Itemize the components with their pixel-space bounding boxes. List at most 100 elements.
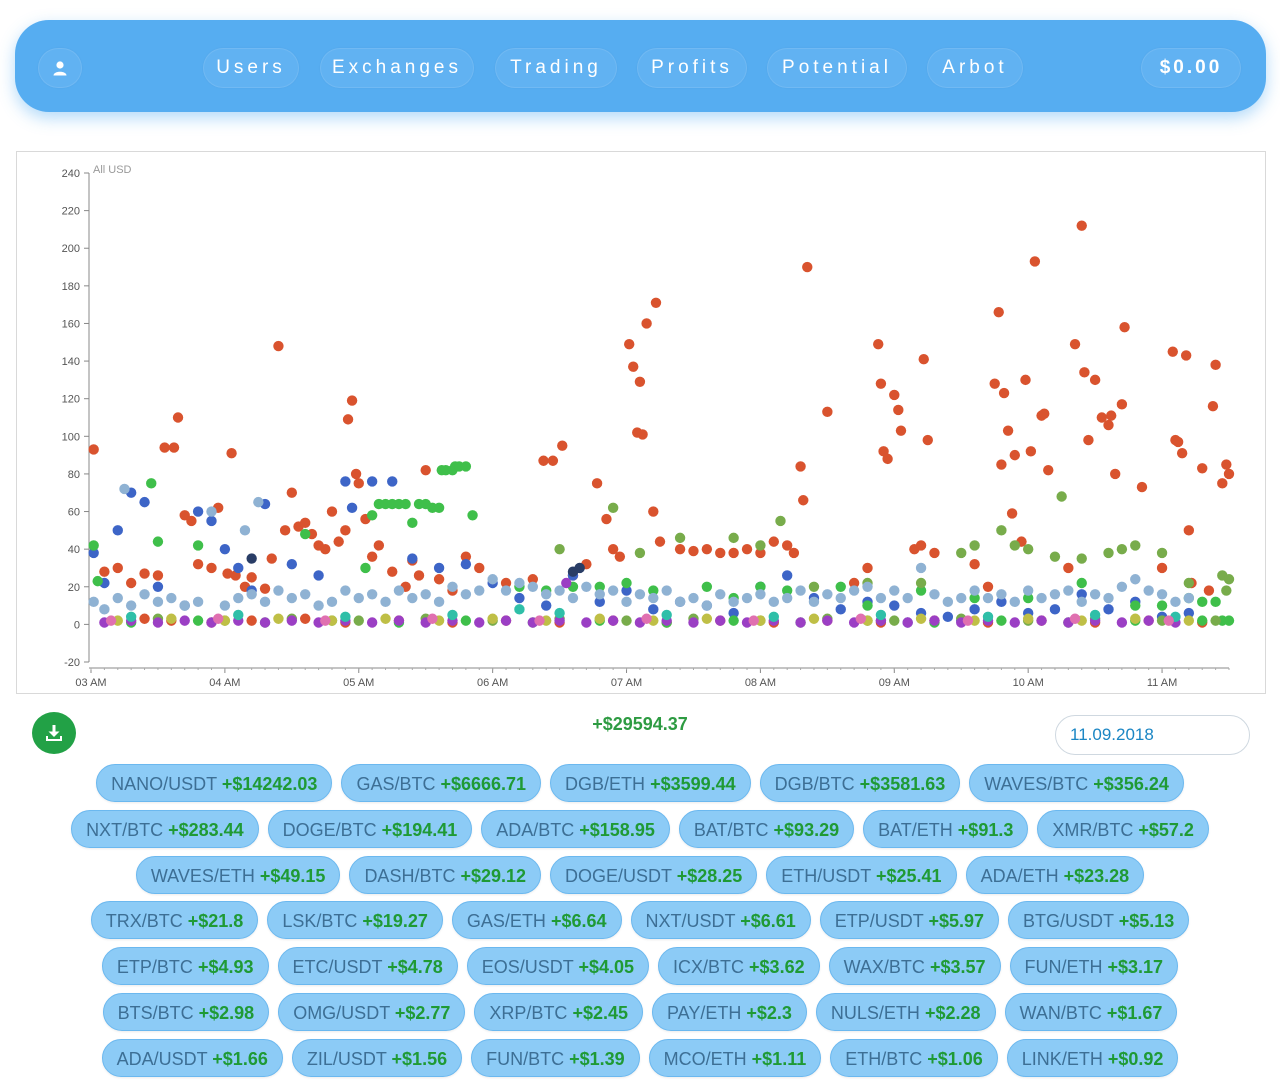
- data-point: [407, 592, 418, 604]
- data-point: [1063, 562, 1074, 574]
- data-point: [387, 566, 398, 577]
- x-tick-label: 06 AM: [477, 677, 508, 689]
- pair-badge[interactable]: ETC/USDT +$4.78: [277, 947, 458, 985]
- data-point: [1163, 615, 1174, 626]
- pair-badge[interactable]: OMG/USDT +$2.77: [278, 993, 466, 1031]
- pair-badge[interactable]: FUN/BTC +$1.39: [471, 1039, 640, 1077]
- pair-badge[interactable]: DOGE/USDT +$28.25: [550, 856, 758, 894]
- pair-badge[interactable]: BTS/BTC +$2.98: [102, 993, 270, 1031]
- pair-badge[interactable]: XMR/BTC +$57.2: [1037, 810, 1209, 848]
- pair-badge[interactable]: MCO/ETH +$1.11: [648, 1039, 822, 1077]
- pair-badge[interactable]: ETH/USDT +$25.41: [766, 856, 957, 894]
- nav-users[interactable]: Users: [203, 48, 299, 88]
- pair-badge[interactable]: ADA/BTC +$158.95: [481, 810, 670, 848]
- data-point: [998, 387, 1010, 399]
- pair-badge[interactable]: ETH/BTC +$1.06: [830, 1039, 998, 1077]
- data-point: [300, 528, 311, 540]
- pair-name: ETP/BTC: [116, 957, 198, 977]
- pair-badge[interactable]: BAT/BTC +$93.29: [678, 810, 855, 848]
- pair-badge[interactable]: ICX/BTC +$3.62: [658, 947, 820, 985]
- data-point: [152, 536, 164, 547]
- pair-profit: +$1.56: [391, 1049, 448, 1069]
- pair-badge[interactable]: NXT/USDT +$6.61: [630, 901, 811, 939]
- pair-profit: +$1.11: [751, 1049, 807, 1069]
- pair-badge[interactable]: DOGE/BTC +$194.41: [267, 810, 473, 848]
- pair-badge[interactable]: GAS/ETH +$6.64: [451, 901, 622, 939]
- data-point: [474, 562, 485, 574]
- data-point: [366, 551, 378, 562]
- data-point: [895, 425, 907, 436]
- pair-badge[interactable]: BAT/ETH +$91.3: [863, 810, 1029, 848]
- user-profile-button[interactable]: [38, 48, 82, 88]
- data-point: [561, 577, 572, 589]
- pair-badge[interactable]: WAN/BTC +$1.67: [1004, 993, 1178, 1031]
- pair-badge[interactable]: LINK/ETH +$0.92: [1006, 1039, 1179, 1077]
- nav-arbot[interactable]: Arbot: [927, 48, 1023, 88]
- data-point: [88, 540, 99, 551]
- pair-badge[interactable]: NANO/USDT +$14242.03: [96, 764, 333, 802]
- nav-exchanges[interactable]: Exchanges: [320, 48, 474, 88]
- data-point: [848, 585, 860, 596]
- pair-badge[interactable]: ADA/USDT +$1.66: [101, 1039, 283, 1077]
- x-tick-label: 04 AM: [209, 677, 240, 689]
- data-point: [1143, 585, 1154, 596]
- data-point: [407, 553, 418, 564]
- data-point: [996, 589, 1007, 600]
- pair-badge[interactable]: WAVES/ETH +$49.15: [135, 856, 341, 894]
- pair-badge[interactable]: ETP/USDT +$5.97: [819, 901, 999, 939]
- date-input[interactable]: [1055, 715, 1250, 755]
- nav-potential[interactable]: Potential: [767, 48, 907, 88]
- pair-badge[interactable]: LSK/BTC +$19.27: [267, 901, 443, 939]
- pair-profit: +$25.41: [875, 866, 942, 886]
- pair-badge[interactable]: DGB/BTC +$3581.63: [759, 764, 961, 802]
- data-point: [982, 592, 994, 604]
- nav-profits[interactable]: Profits: [637, 48, 747, 88]
- data-point: [547, 455, 559, 466]
- data-point: [1036, 615, 1047, 626]
- pair-profit: +$91.3: [957, 820, 1014, 840]
- data-point: [862, 562, 873, 574]
- data-point: [1063, 585, 1074, 596]
- pair-badge[interactable]: DASH/BTC +$29.12: [349, 856, 542, 894]
- pair-badge[interactable]: NXT/BTC +$283.44: [71, 810, 259, 848]
- data-point: [1116, 617, 1128, 628]
- pair-badge[interactable]: ADA/ETH +$23.28: [965, 856, 1145, 894]
- nav-trading[interactable]: Trading: [495, 48, 617, 88]
- pair-name: ETP/USDT: [834, 911, 929, 931]
- pair-badge[interactable]: ZIL/USDT +$1.56: [291, 1039, 463, 1077]
- data-point: [942, 596, 954, 608]
- pair-profit: +$1.06: [927, 1049, 983, 1069]
- pair-name: BTS/BTC: [117, 1003, 199, 1023]
- data-point: [554, 543, 565, 555]
- data-point: [822, 615, 833, 626]
- pair-badge[interactable]: ETP/BTC +$4.93: [101, 947, 269, 985]
- pair-profit: +$14242.03: [221, 774, 318, 794]
- data-point: [320, 543, 331, 555]
- pair-badge[interactable]: FUN/ETH +$3.17: [1009, 947, 1179, 985]
- data-point: [246, 589, 257, 600]
- data-point: [1009, 617, 1020, 628]
- pair-badge[interactable]: EOS/USDT +$4.05: [466, 947, 650, 985]
- pair-badge[interactable]: DGB/ETH +$3599.44: [550, 764, 751, 802]
- data-point: [286, 487, 298, 498]
- pair-badge[interactable]: BTG/USDT +$5.13: [1008, 901, 1190, 939]
- data-point: [822, 589, 833, 600]
- pair-badge[interactable]: TRX/BTC +$21.8: [90, 901, 259, 939]
- data-point: [139, 568, 150, 579]
- balance-display[interactable]: $0.00: [1141, 48, 1241, 88]
- download-button[interactable]: [32, 712, 76, 754]
- data-point: [393, 585, 405, 596]
- data-point: [1156, 600, 1168, 611]
- pair-badge[interactable]: XRP/BTC +$2.45: [474, 993, 643, 1031]
- pair-badge[interactable]: NULS/ETH +$2.28: [815, 993, 996, 1031]
- data-point: [889, 600, 900, 611]
- pair-badge[interactable]: PAY/ETH +$2.3: [652, 993, 807, 1031]
- data-point: [340, 585, 351, 596]
- data-point: [1130, 540, 1141, 551]
- data-point: [755, 547, 766, 559]
- pair-badge[interactable]: WAX/BTC +$3.57: [828, 947, 1001, 985]
- data-point: [1210, 615, 1221, 626]
- data-point: [279, 525, 291, 536]
- pair-badge[interactable]: WAVES/BTC +$356.24: [969, 764, 1184, 802]
- pair-badge[interactable]: GAS/BTC +$6666.71: [341, 764, 542, 802]
